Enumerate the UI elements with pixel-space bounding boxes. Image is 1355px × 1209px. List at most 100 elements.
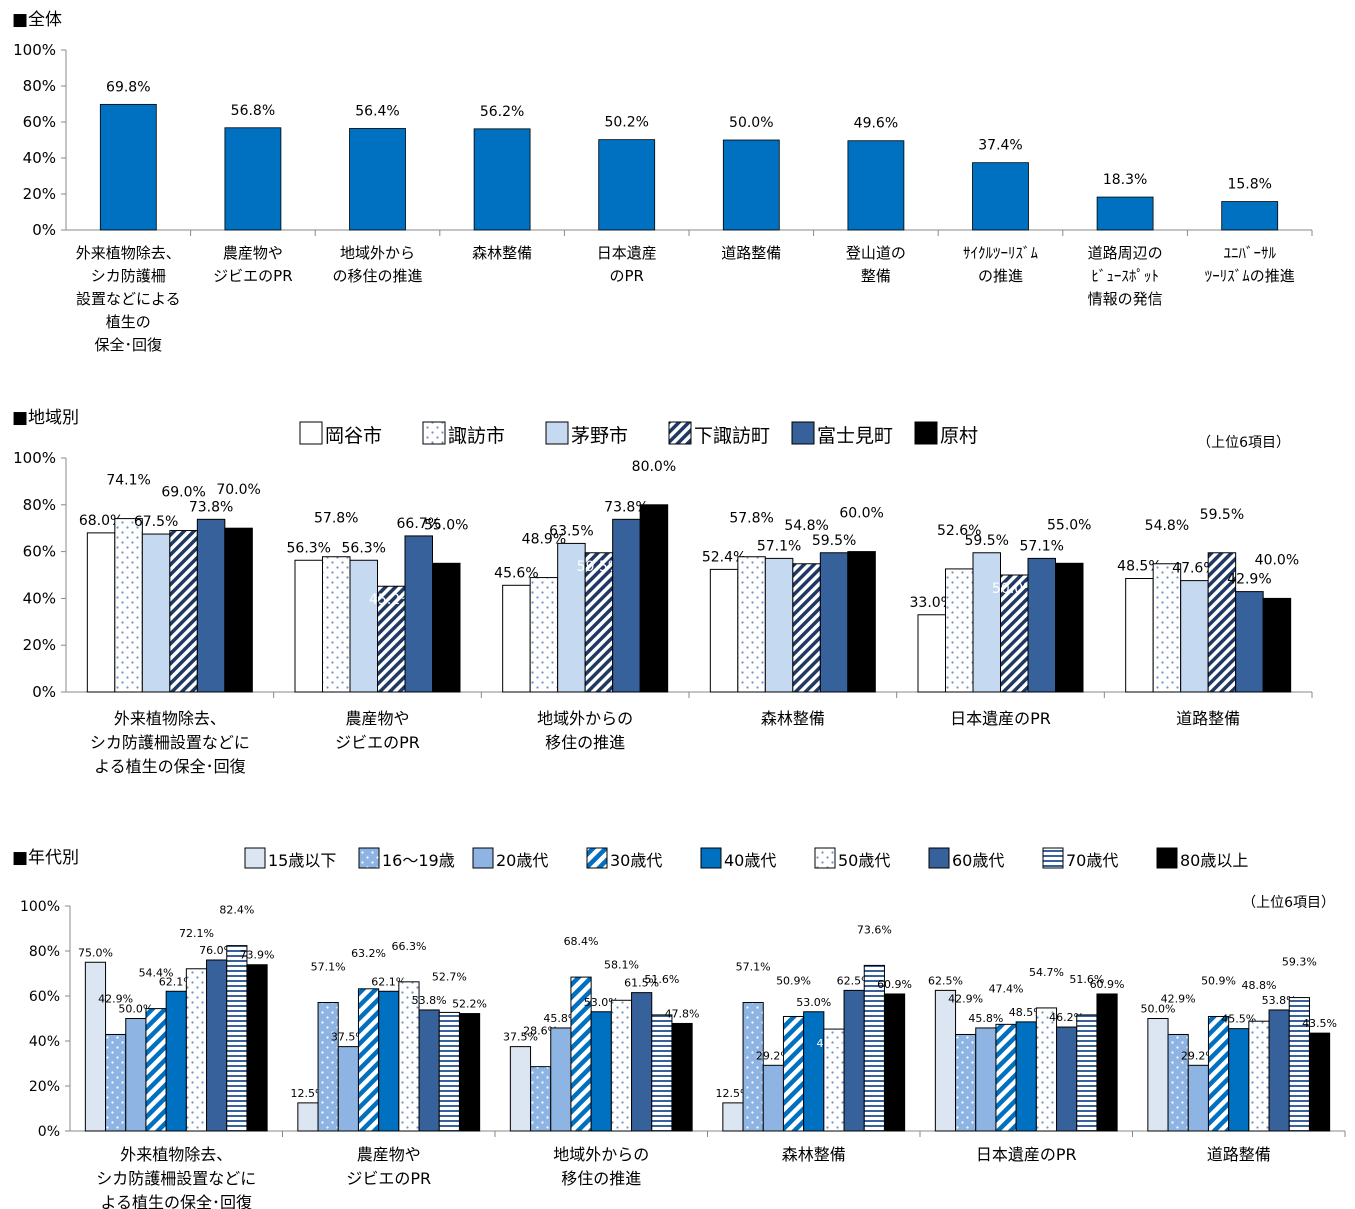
series-bar xyxy=(995,1023,1017,1132)
series-bar xyxy=(762,1064,784,1132)
series-data-label: 62.1% xyxy=(159,975,194,988)
overall-bar xyxy=(1221,201,1279,231)
x-category-label-line: 地域外から xyxy=(340,244,415,262)
y-tick-label: 100% xyxy=(20,899,60,915)
x-category-label: 日本遺産のPR xyxy=(976,1145,1077,1164)
series-data-label: 48.8% xyxy=(1241,979,1276,992)
series-bar xyxy=(945,568,974,693)
series-data-label: 73.8% xyxy=(189,499,233,515)
series-data-label: 72.1% xyxy=(179,927,214,940)
x-category-label-line: 農産物や xyxy=(357,1145,421,1164)
series-bar xyxy=(631,992,653,1132)
series-data-label: 68.4% xyxy=(564,935,599,948)
x-category-label-line: 外来植物除去、 xyxy=(76,244,181,262)
series-bar xyxy=(803,1011,825,1132)
series-bar xyxy=(612,518,641,693)
x-category-label-line: ﾕﾆﾊﾞｰｻﾙ xyxy=(1223,244,1276,262)
y-tick-label: 0% xyxy=(32,683,56,701)
x-category-label-line: ｻｲｸﾙﾂｰﾘｽﾞﾑ xyxy=(963,244,1039,262)
y-tick-label: 60% xyxy=(23,543,56,561)
series-bar xyxy=(86,532,116,693)
series-data-label: 75.0% xyxy=(78,946,113,959)
series-data-label: 48.5% xyxy=(1009,1006,1044,1019)
series-data-label: 59.3% xyxy=(1282,956,1317,969)
y-tick-label: 0% xyxy=(32,221,56,239)
series-data-label: 47.6% xyxy=(1172,561,1216,577)
overall-bar xyxy=(349,128,406,231)
overall-data-label: 18.3% xyxy=(1103,172,1147,188)
x-category-label: 森林整備 xyxy=(472,244,532,262)
x-category-label: 外来植物除去、シカ防護柵設置などによる植生の保全･回復 xyxy=(90,709,250,776)
series-data-label: 59.5% xyxy=(577,559,621,575)
overall-data-label: 50.2% xyxy=(604,115,648,131)
series-data-label: 12.5% xyxy=(290,1087,325,1100)
series-data-label: 63.2% xyxy=(351,947,386,960)
series-data-label: 52.6% xyxy=(937,523,981,539)
series-bar xyxy=(105,1033,127,1132)
legend-swatch xyxy=(1156,847,1178,869)
series-bar xyxy=(737,556,766,693)
y-tick-label: 80% xyxy=(23,77,56,95)
x-category-label-line: 道路整備 xyxy=(1176,709,1240,728)
series-data-label: 50.9% xyxy=(1201,974,1236,987)
y-tick-label: 40% xyxy=(29,1034,60,1050)
series-data-label: 62.5% xyxy=(837,974,872,987)
series-data-label: 29.2% xyxy=(1181,1049,1216,1062)
overall-bar xyxy=(972,162,1029,231)
x-category-label-line: 植生の xyxy=(106,313,151,331)
series-data-label: 45.3% xyxy=(816,1037,851,1050)
series-data-label: 33.0% xyxy=(910,595,954,611)
series-data-label: 47.4% xyxy=(989,982,1024,995)
series-data-label: 59.5% xyxy=(965,533,1009,549)
series-bar xyxy=(975,1027,997,1132)
legend-swatch xyxy=(928,847,950,869)
legend-swatch xyxy=(1042,847,1064,869)
x-category-label-line: 外来植物除去、 xyxy=(120,1145,232,1164)
series-data-label: 69.0% xyxy=(161,485,205,501)
x-category-label: ﾕﾆﾊﾞｰｻﾙ ﾂｰﾘｽﾞﾑの推進 xyxy=(1205,244,1295,285)
series-data-label: 60.9% xyxy=(1090,978,1125,991)
series-bar xyxy=(114,518,143,693)
x-category-label-line: 農産物や xyxy=(223,244,283,262)
legend-label: 岡谷市 xyxy=(325,425,382,447)
x-category-label-line: ジビエのPR xyxy=(213,267,292,285)
x-category-label: 森林整備 xyxy=(782,1145,846,1164)
x-category-label-line: 森林整備 xyxy=(761,709,825,728)
series-data-label: 60.9% xyxy=(877,978,912,991)
series-bar xyxy=(792,563,821,693)
series-data-label: 57.1% xyxy=(757,538,801,554)
overall-data-label: 56.8% xyxy=(231,103,275,119)
y-tick-label: 0% xyxy=(38,1124,60,1140)
legend-swatch xyxy=(914,421,938,445)
x-category-label-line: 整備 xyxy=(861,267,891,285)
overall-bar xyxy=(598,139,656,231)
x-category-label-line: 地域外からの xyxy=(537,709,633,728)
series-bar xyxy=(141,533,171,693)
x-category-label-line: の推進 xyxy=(978,267,1023,285)
x-category-label-line: よる植生の保全･回復 xyxy=(100,1193,252,1209)
series-bar xyxy=(337,1046,359,1132)
series-bar xyxy=(550,1027,572,1132)
series-data-label: 73.8% xyxy=(604,499,648,515)
series-data-label: 59.5% xyxy=(812,533,856,549)
x-category-label-line: のPR xyxy=(609,267,643,285)
series-data-label: 57.8% xyxy=(314,511,358,527)
x-category-label: 地域外からの移住の推進 xyxy=(332,244,422,285)
series-bar xyxy=(246,964,268,1132)
legend-label: 80歳以上 xyxy=(1180,851,1248,870)
x-category-label-line: 日本遺産のPR xyxy=(976,1145,1077,1164)
overall-data-label: 50.0% xyxy=(729,115,773,131)
x-category-label-line: 登山道の xyxy=(846,244,906,262)
series-data-label: 52.4% xyxy=(702,549,746,565)
series-bar xyxy=(917,614,946,693)
x-category-label-line: 保全･回復 xyxy=(95,336,163,354)
x-category-label-line: の移住の推進 xyxy=(332,267,422,285)
x-category-label-line: 森林整備 xyxy=(782,1145,846,1164)
series-bar xyxy=(819,552,849,693)
series-data-label: 50.9% xyxy=(776,974,811,987)
y-tick-label: 40% xyxy=(23,149,56,167)
series-data-label: 57.1% xyxy=(1020,538,1064,554)
legend-swatch xyxy=(791,421,815,445)
series-data-label: 54.8% xyxy=(1145,518,1189,534)
series-data-label: 62.5% xyxy=(928,974,963,987)
